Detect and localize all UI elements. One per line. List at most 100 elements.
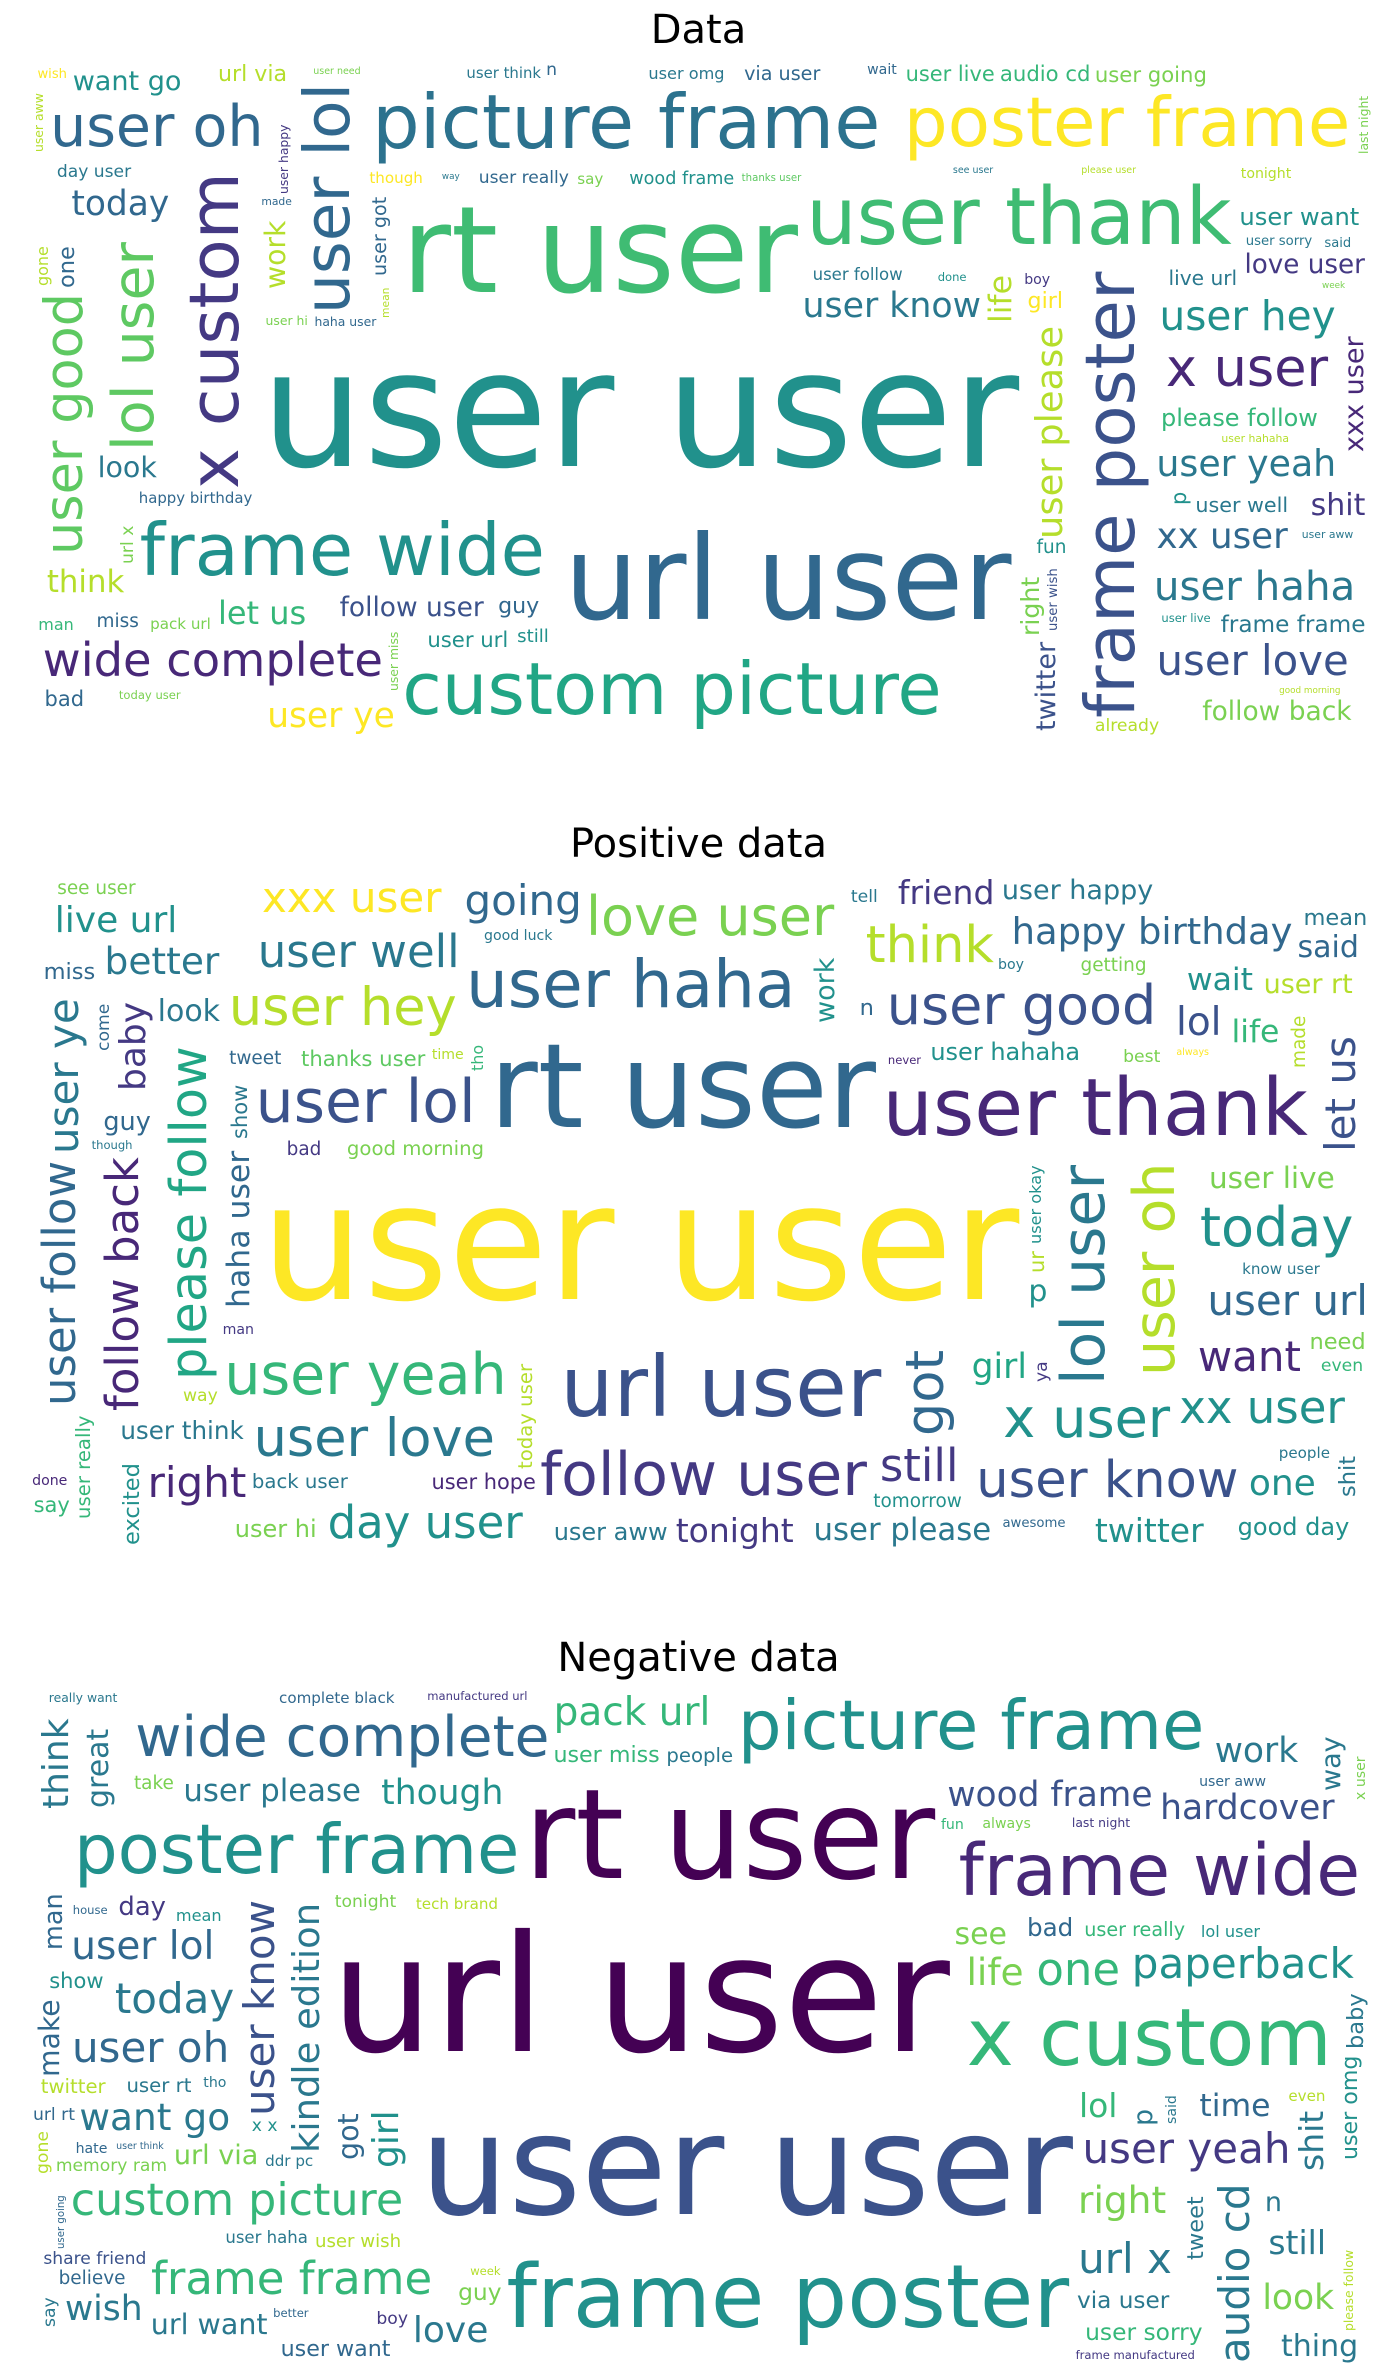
cloud-word: need xyxy=(1309,1328,1366,1355)
cloud-word: house xyxy=(72,1903,108,1918)
cloud-word: xx user xyxy=(1179,1381,1345,1435)
cloud-word: got xyxy=(331,2113,365,2161)
cloud-word: life xyxy=(983,275,1020,324)
cloud-word: user follow xyxy=(812,264,903,284)
cloud-word: manufactured url xyxy=(427,1689,528,1704)
cloud-word: believe xyxy=(58,2267,126,2289)
wordcloud-panel-positive: Positive data user user rt user url user us… xyxy=(0,814,1397,1574)
cloud-word: user follow xyxy=(32,1161,86,1407)
cloud-word: always xyxy=(1176,1046,1209,1058)
cloud-word: user yeah xyxy=(1082,2123,1291,2173)
cloud-word: day user xyxy=(56,161,132,182)
cloud-word: x custom xyxy=(966,1991,1332,2085)
cloud-word: one xyxy=(1036,1943,1121,1997)
cloud-word: though xyxy=(381,1773,504,1814)
cloud-word: user live xyxy=(1161,610,1211,625)
cloud-word: better xyxy=(273,2306,309,2321)
cloud-word: guy xyxy=(498,592,540,619)
cloud-word: man xyxy=(39,1893,69,1951)
cloud-word: look xyxy=(157,994,221,1030)
cloud-word: n xyxy=(859,995,874,1022)
cloud-word: live url xyxy=(1168,265,1238,290)
cloud-word: user hahaha xyxy=(930,1038,1081,1066)
cloud-word: url x xyxy=(117,525,138,565)
cloud-word: kindle edition xyxy=(284,1902,328,2153)
word-cloud: user user rt user url user user thank user h… xyxy=(30,874,1374,1554)
cloud-word: user lol xyxy=(255,1066,476,1137)
cloud-word: poster frame xyxy=(73,1810,520,1891)
cloud-word: mean xyxy=(175,1906,222,1926)
cloud-word: paperback xyxy=(1131,1938,1354,1988)
cloud-word: though xyxy=(91,1137,133,1152)
cloud-word: today user xyxy=(118,687,181,702)
cloud-word: way xyxy=(1316,1736,1348,1791)
cloud-word: said xyxy=(1324,235,1352,251)
cloud-word: see xyxy=(954,1917,1007,1953)
cloud-word: user lol xyxy=(71,1923,215,1969)
cloud-word: think xyxy=(46,563,125,600)
word-cloud: url user user user rt user frame poster fram… xyxy=(30,1688,1374,2368)
cloud-word: x custom xyxy=(174,172,255,490)
cloud-word: life xyxy=(1231,1014,1280,1051)
cloud-word: work xyxy=(258,220,292,290)
cloud-word: url via xyxy=(217,61,288,88)
cloud-word: guy xyxy=(458,2277,502,2306)
cloud-word: wood frame xyxy=(947,1774,1153,1815)
cloud-word: twitter xyxy=(1094,1511,1204,1551)
cloud-word: user omg xyxy=(648,63,725,83)
cloud-word: good morning xyxy=(1279,686,1341,697)
cloud-word: want go xyxy=(72,65,182,97)
cloud-word: wait xyxy=(1186,962,1254,999)
cloud-word: said xyxy=(1164,2095,1181,2125)
cloud-word: url user xyxy=(330,1902,950,2091)
cloud-word: think xyxy=(865,915,994,975)
cloud-word: user haha xyxy=(1153,562,1356,610)
cloud-word: url user xyxy=(564,510,1012,648)
cloud-word: user omg xyxy=(1337,2055,1363,2160)
cloud-word: user well xyxy=(1195,493,1289,518)
cloud-word: lol xyxy=(1078,2085,1118,2125)
cloud-word: audio cd xyxy=(999,60,1091,86)
cloud-word: wood frame xyxy=(629,169,735,190)
cloud-word: better xyxy=(104,939,220,984)
cloud-word: user ye xyxy=(38,998,88,1154)
cloud-word: user wish xyxy=(314,2231,402,2253)
cloud-word: user going xyxy=(1094,61,1207,87)
cloud-word: p xyxy=(1028,1273,1048,1309)
cloud-word: haha user xyxy=(314,313,377,329)
cloud-word: even xyxy=(1288,2086,1326,2105)
cloud-word: love user xyxy=(586,884,835,948)
cloud-word: custom picture xyxy=(402,646,942,731)
cloud-word: user love xyxy=(1156,636,1349,686)
wordcloud-panel-negative: Negative data url user user user rt user fr… xyxy=(0,1628,1397,2377)
cloud-word: frame manufactured xyxy=(1075,2347,1195,2362)
cloud-word: ddr pc xyxy=(265,2152,314,2171)
cloud-word: rt user xyxy=(401,182,798,322)
cloud-word: guy xyxy=(103,1107,151,1138)
cloud-word: wide complete xyxy=(42,632,383,687)
cloud-word: user got xyxy=(368,196,392,276)
cloud-word: lol user xyxy=(1200,1922,1261,1942)
cloud-word: user oh xyxy=(1121,1162,1188,1377)
cloud-word: user haha xyxy=(225,2228,308,2248)
cloud-word: way xyxy=(182,1386,218,1407)
cloud-word: thanks user xyxy=(741,173,802,185)
cloud-word: user sorry xyxy=(1085,2317,1203,2346)
cloud-word: tonight xyxy=(1240,165,1292,182)
cloud-word: happy birthday xyxy=(1011,910,1293,954)
cloud-word: user oh xyxy=(71,2023,230,2073)
cloud-word: day user xyxy=(327,1496,523,1550)
cloud-word: frame frame xyxy=(1220,610,1366,638)
cloud-word: user hi xyxy=(265,312,308,328)
cloud-word: user thank xyxy=(882,1061,1308,1155)
cloud-word: though xyxy=(369,168,423,187)
cloud-word: day xyxy=(118,1891,166,1922)
cloud-word: url via xyxy=(173,2140,259,2172)
cloud-word: see user xyxy=(57,878,136,900)
cloud-word: please follow xyxy=(1161,404,1318,433)
cloud-word: url want xyxy=(150,2308,268,2342)
cloud-word: user live xyxy=(1208,1161,1335,1196)
cloud-word: happy birthday xyxy=(138,488,253,507)
cloud-word: memory ram xyxy=(55,2155,168,2176)
cloud-word: bad xyxy=(44,687,85,712)
